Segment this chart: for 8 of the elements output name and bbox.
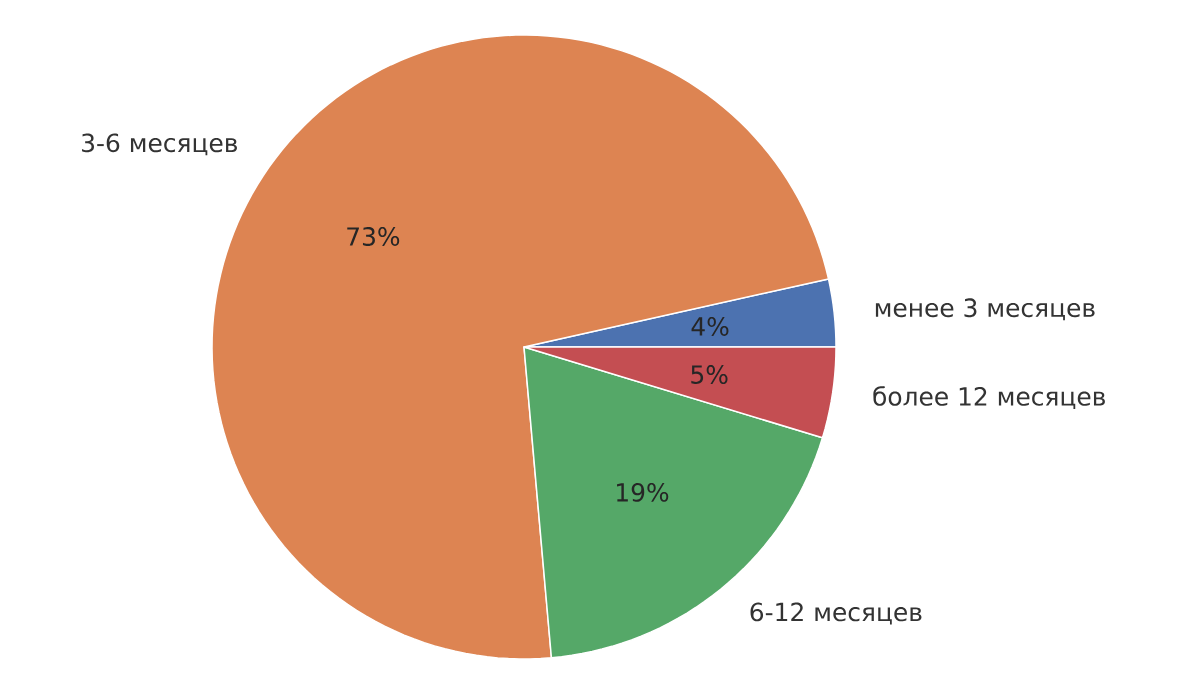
data-label: 4%: [691, 317, 729, 336]
data-label: 73%: [347, 227, 400, 246]
slice-label: 6-12 месяцев: [750, 602, 922, 625]
slice-label: 3-6 месяцев: [82, 133, 237, 156]
data-label: 19%: [617, 482, 669, 502]
data-label: 5%: [691, 365, 728, 384]
slice-label: более 12 месяцев: [873, 386, 1105, 409]
slice-label: менее 3 месяцев: [875, 298, 1095, 321]
